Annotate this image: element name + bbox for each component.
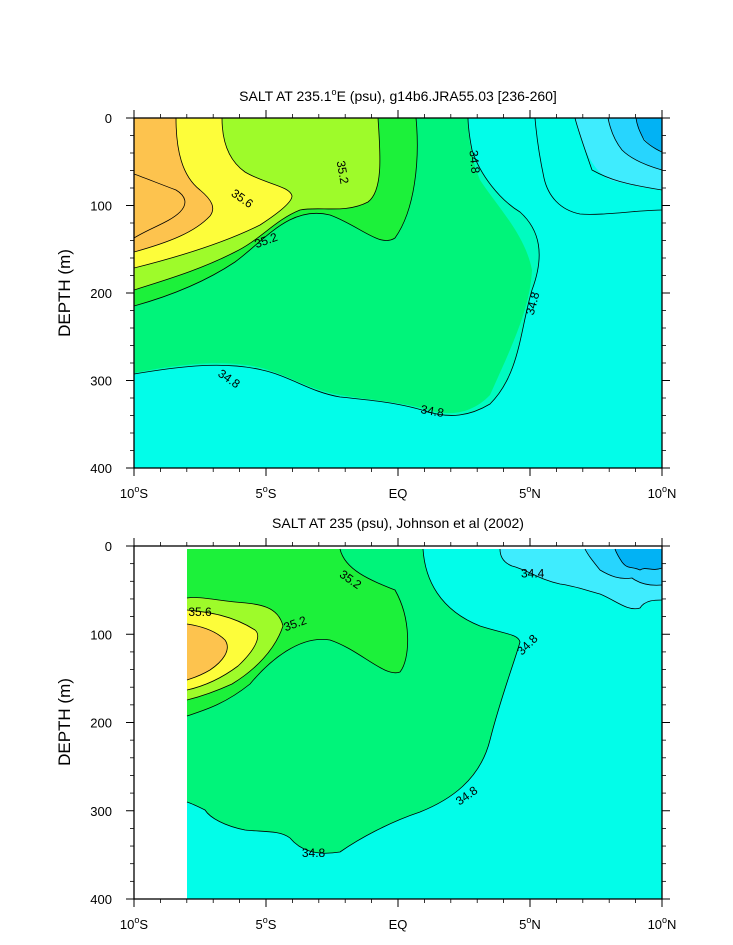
fill-34-0 [615, 549, 662, 570]
contour-label-text: 34.4 [521, 566, 545, 580]
x-tick-label: 5oN [519, 915, 541, 932]
contour-label: 34.8 [467, 150, 483, 175]
panel-bottom-ticks: 10oS 5oS EQ 5oN 10oN 0 100 200 300 400 [90, 538, 676, 932]
panel-bottom-contour-labels: 35.635.235.234.434.834.834.8 [188, 566, 544, 860]
contour-label-text: 34.8 [523, 290, 543, 316]
contour-label-text: 34.8 [420, 402, 446, 420]
contour-label-text: 34.8 [302, 846, 326, 860]
x-tick-label: 10oN [648, 484, 677, 501]
x-tick-label: 5oS [256, 484, 277, 501]
panel-bottom: SALT AT 235 (psu), Johnson et al (2002) [55, 515, 676, 932]
x-tick-label: 10oN [648, 915, 677, 932]
x-tick-label: EQ [389, 917, 408, 932]
panel-bottom-ylabel: DEPTH (m) [55, 678, 74, 766]
contour-label-text: 34.8 [467, 150, 483, 175]
fill-35-8 [134, 118, 213, 252]
y-tick-label: 300 [90, 804, 112, 819]
fill-34-6-deep [134, 118, 662, 468]
y-tick-label: 400 [90, 892, 112, 907]
y-tick-label: 200 [90, 286, 112, 301]
y-tick-label: 300 [90, 374, 112, 389]
x-tick-label: 10oS [120, 484, 148, 501]
panel-top-contours: 35.635.2 34.835.234.834.834.8 [134, 118, 662, 468]
contour-label: 35.6 [188, 605, 212, 619]
y-tick-label: 400 [90, 461, 112, 476]
x-tick-label: 5oS [256, 915, 277, 932]
y-tick-label: 200 [90, 716, 112, 731]
panel-bottom-contours: 35.635.235.234.434.834.834.8 [186, 548, 662, 899]
fill-34-0 [636, 118, 662, 152]
fill-35-8 [187, 624, 228, 680]
panel-top: SALT AT 235.1oE (psu), g14b6.JRA55.03 [2… [55, 87, 676, 501]
y-tick-label: 0 [105, 539, 112, 554]
y-tick-label: 0 [105, 111, 112, 126]
panel-top-ylabel: DEPTH (m) [55, 249, 74, 337]
y-tick-label: 100 [90, 199, 112, 214]
contour-label-text: 35.6 [188, 605, 212, 619]
x-tick-label: 10oS [120, 915, 148, 932]
panel-top-contour-lines [134, 118, 662, 416]
panel-bottom-title: SALT AT 235 (psu), Johnson et al (2002) [272, 515, 524, 531]
panel-top-ticks: 10oS 5oS EQ 5oN 10oN 0 100 200 300 400 [90, 110, 676, 501]
contour-label: 34.8 [302, 846, 326, 860]
contour-label-text: 35.2 [334, 160, 352, 186]
contour-label: 34.4 [521, 566, 545, 580]
panel-top-title: SALT AT 235.1oE (psu), g14b6.JRA55.03 [2… [239, 87, 557, 104]
contour-label: 35.2 [334, 160, 352, 186]
x-tick-label: EQ [389, 486, 408, 501]
panel-bottom-contour-lines [186, 548, 662, 854]
contour-label: 34.8 [523, 290, 543, 316]
y-tick-label: 100 [90, 627, 112, 642]
x-tick-label: 5oN [519, 484, 541, 501]
contour-label: 34.8 [420, 402, 446, 420]
